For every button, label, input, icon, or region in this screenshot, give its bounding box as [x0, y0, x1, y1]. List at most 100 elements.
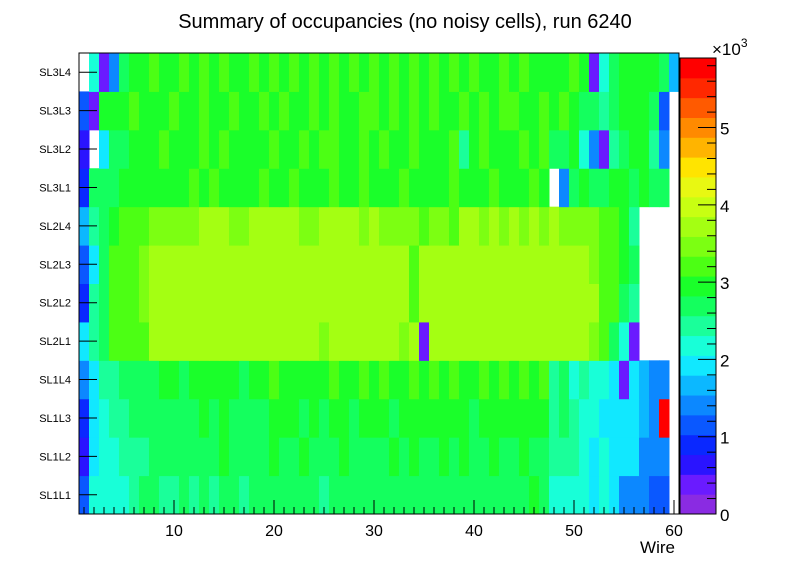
heatmap-cell — [469, 475, 480, 515]
heatmap-cell — [499, 245, 510, 284]
heatmap-cell — [649, 129, 660, 169]
heatmap-cell — [519, 168, 530, 208]
heatmap-cell — [439, 437, 450, 477]
heatmap-cell — [199, 321, 210, 361]
heatmap-cell — [659, 53, 670, 92]
heatmap-cell — [379, 206, 390, 246]
heatmap-cell — [319, 360, 330, 400]
heatmap-cell — [399, 168, 410, 208]
heatmap-cell — [359, 321, 370, 361]
heatmap-cell — [229, 283, 240, 323]
heatmap-cell — [429, 437, 440, 477]
heatmap-cell — [379, 245, 390, 284]
heatmap-cell — [199, 437, 210, 477]
heatmap-cell — [99, 206, 110, 246]
heatmap-cell — [429, 129, 440, 169]
heatmap-cell — [249, 321, 260, 361]
heatmap-cell — [639, 168, 650, 208]
heatmap-cell — [489, 129, 500, 169]
heatmap-cell — [449, 475, 460, 515]
heatmap-cell — [139, 206, 150, 246]
heatmap-cell — [149, 398, 160, 438]
heatmap-cell — [559, 475, 570, 515]
heatmap-cell — [639, 91, 650, 131]
heatmap-cell — [419, 53, 430, 92]
heatmap-cell — [219, 321, 230, 361]
heatmap-cell — [249, 475, 260, 515]
y-tick-label: SL1L4 — [39, 375, 71, 387]
heatmap-cell — [319, 129, 330, 169]
heatmap-cell — [109, 53, 120, 92]
heatmap-cell — [399, 360, 410, 400]
heatmap-cell — [319, 168, 330, 208]
heatmap-cell — [519, 283, 530, 323]
heatmap-cell — [159, 206, 170, 246]
heatmap-cell — [589, 91, 600, 131]
heatmap-cell — [599, 475, 610, 515]
heatmap-cell — [389, 91, 400, 131]
heatmap-cell — [359, 245, 370, 284]
heatmap-cell — [109, 437, 120, 477]
heatmap-cell — [529, 437, 540, 477]
heatmap-cell — [229, 91, 240, 131]
heatmap-cell — [179, 437, 190, 477]
heatmap-cell — [519, 398, 530, 438]
heatmap-cell — [419, 437, 430, 477]
heatmap-cell — [269, 398, 280, 438]
heatmap-cell — [159, 398, 170, 438]
colorbar-segment — [680, 315, 716, 337]
heatmap-cell — [469, 360, 480, 400]
heatmap-cell — [349, 321, 360, 361]
heatmap-cell — [149, 91, 160, 131]
heatmap-cell — [109, 168, 120, 208]
heatmap-cell — [479, 91, 490, 131]
heatmap-cell — [659, 168, 670, 208]
heatmap-cell — [369, 129, 380, 169]
heatmap-cell — [629, 398, 640, 438]
heatmap-cell — [219, 168, 230, 208]
heatmap-cell — [429, 168, 440, 208]
heatmap-cell — [249, 398, 260, 438]
heatmap-cell — [99, 168, 110, 208]
heatmap-cell — [389, 360, 400, 400]
heatmap-cell — [489, 475, 500, 515]
colorbar-segment — [680, 97, 716, 118]
heatmap-cell — [479, 321, 490, 361]
colorbar-segment — [680, 77, 716, 99]
heatmap-cell — [409, 398, 420, 438]
heatmap-cell — [339, 53, 350, 92]
heatmap-cell — [229, 398, 240, 438]
heatmap-cell — [599, 168, 610, 208]
heatmap-cell — [539, 475, 550, 515]
colorbar-tick-label: 0 — [720, 506, 729, 525]
heatmap-cell — [319, 206, 330, 246]
heatmap-cell — [299, 53, 310, 92]
heatmap-cell — [99, 475, 110, 515]
heatmap-cell — [159, 168, 170, 208]
colorbar-segment — [680, 414, 716, 436]
heatmap-cell — [199, 283, 210, 323]
heatmap-cell — [629, 168, 640, 208]
heatmap-cell — [309, 53, 320, 92]
heatmap-cell — [209, 168, 220, 208]
heatmap-cell — [139, 437, 150, 477]
heatmap-cell — [209, 91, 220, 131]
heatmap-cell — [479, 129, 490, 169]
heatmap-cell — [339, 129, 350, 169]
heatmap-cell — [349, 437, 360, 477]
heatmap-cell — [299, 283, 310, 323]
heatmap-cell — [469, 206, 480, 246]
y-tick-label: SL2L4 — [39, 221, 71, 233]
heatmap-cell — [589, 398, 600, 438]
heatmap-cell — [389, 129, 400, 169]
heatmap-cell — [509, 129, 520, 169]
heatmap-cell — [329, 283, 340, 323]
plot-frame — [78, 52, 680, 515]
heatmap-cell — [629, 206, 640, 246]
heatmap-cell — [579, 206, 590, 246]
heatmap-cell — [119, 360, 130, 400]
heatmap-cell — [299, 437, 310, 477]
heatmap-cell — [619, 398, 630, 438]
heatmap-cell — [99, 283, 110, 323]
heatmap-cell — [559, 91, 570, 131]
